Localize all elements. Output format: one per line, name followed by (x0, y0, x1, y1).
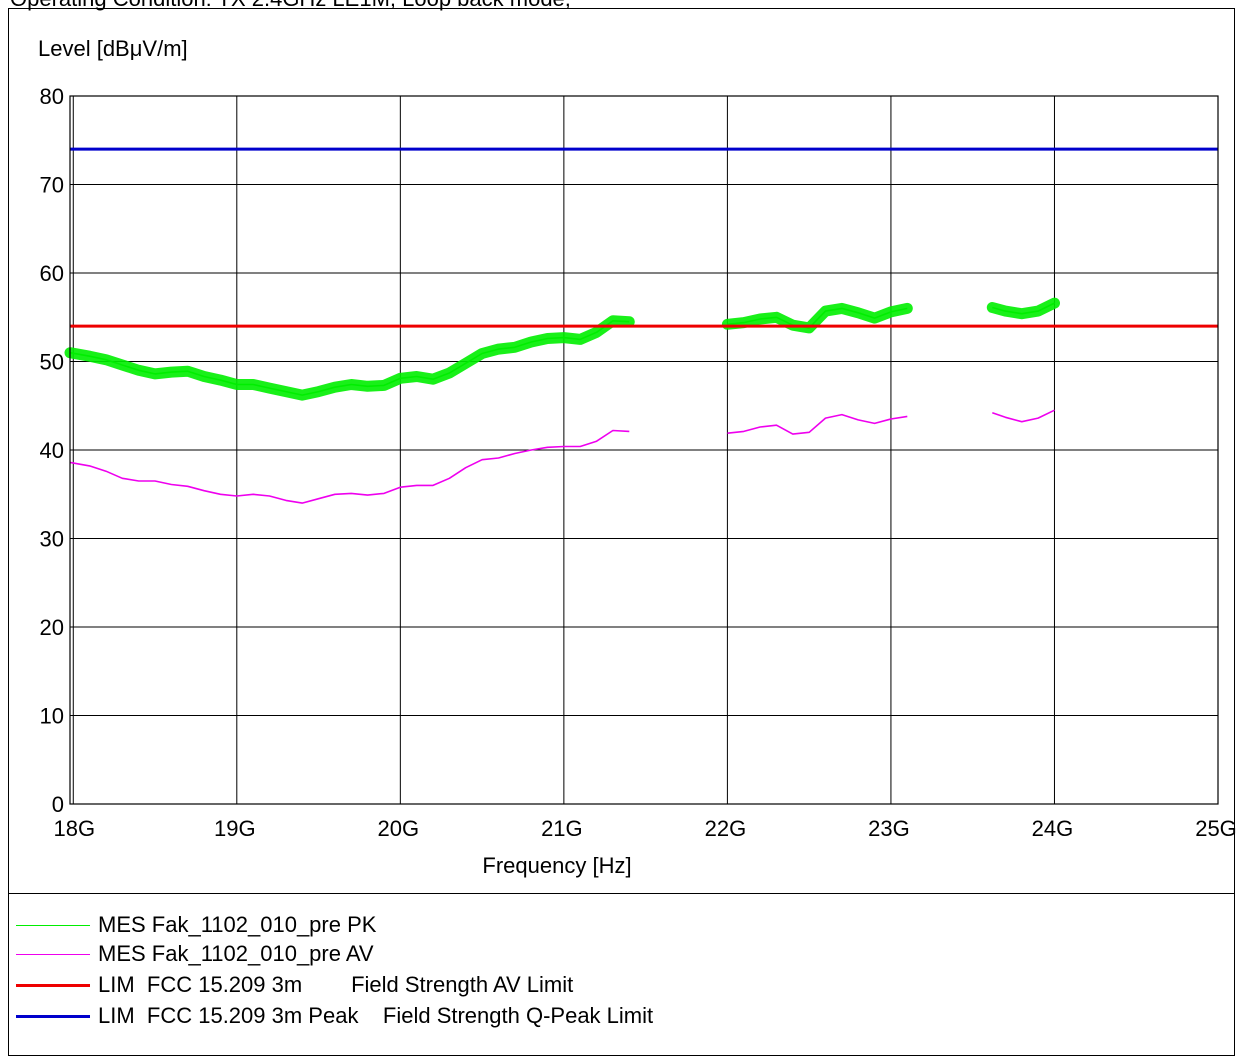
series-line-1-segment-1 (727, 413, 908, 435)
x-tick-label: 19G (214, 816, 256, 841)
y-tick-label: 50 (40, 350, 64, 375)
series-line-0-segment-1 (727, 307, 908, 329)
y-tick-label: 40 (40, 438, 64, 463)
x-axis-label: Frequency [Hz] (482, 853, 631, 878)
operating-condition-text: Operating Condition: TX 2.4GHz LE1M, Loo… (10, 0, 571, 12)
x-tick-label: 22G (705, 816, 747, 841)
x-tick-label: 18G (53, 816, 95, 841)
legend-label-peak-limit: LIM FCC 15.209 3m Peak Field Strength Q-… (98, 1003, 654, 1028)
series-layer (64, 147, 1218, 504)
legend-label-av: MES Fak_1102_010_pre AV (98, 941, 374, 966)
legend-swatch-pk (16, 925, 90, 926)
x-tick-label: 23G (868, 816, 910, 841)
y-tick-label: 30 (40, 527, 64, 552)
series-line-0-segment-0 (69, 320, 630, 396)
series-line-1-segment-0 (69, 429, 630, 504)
series-line-0-segment-2 (992, 302, 1055, 315)
legend-divider (8, 893, 1235, 894)
legend-swatch-peak-limit (16, 1015, 90, 1018)
series-pk-noise-band (64, 315, 635, 401)
y-tick-label: 20 (40, 615, 64, 640)
legend-label-pk: MES Fak_1102_010_pre PK (98, 912, 377, 937)
x-tick-label: 24G (1032, 816, 1074, 841)
series-line-1-segment-2 (992, 409, 1055, 423)
x-tick-label: 20G (378, 816, 420, 841)
x-tick-label: 25G (1195, 816, 1237, 841)
chart-frame (8, 8, 1235, 1056)
y-tick-label: 10 (40, 704, 64, 729)
grid-layer (70, 96, 1218, 804)
legend-swatch-av-limit (16, 984, 90, 987)
plot-area-border (69, 95, 1219, 805)
legend-swatch-av (16, 954, 90, 955)
y-tick-label: 70 (40, 173, 64, 198)
tick-layer: 0 10 20 30 40 50 60 70 80 18G 19G 20G 21G 22G 23G 24G 25… (40, 84, 1237, 841)
y-tick-label: 0 (52, 792, 64, 817)
y-axis-label: Level [dBμV/m] (38, 36, 188, 61)
y-tick-label: 60 (40, 261, 64, 286)
legend-label-av-limit: LIM FCC 15.209 3m Field Strength AV Limi… (98, 972, 574, 997)
y-tick-label: 80 (40, 84, 64, 109)
x-tick-label: 21G (541, 816, 583, 841)
